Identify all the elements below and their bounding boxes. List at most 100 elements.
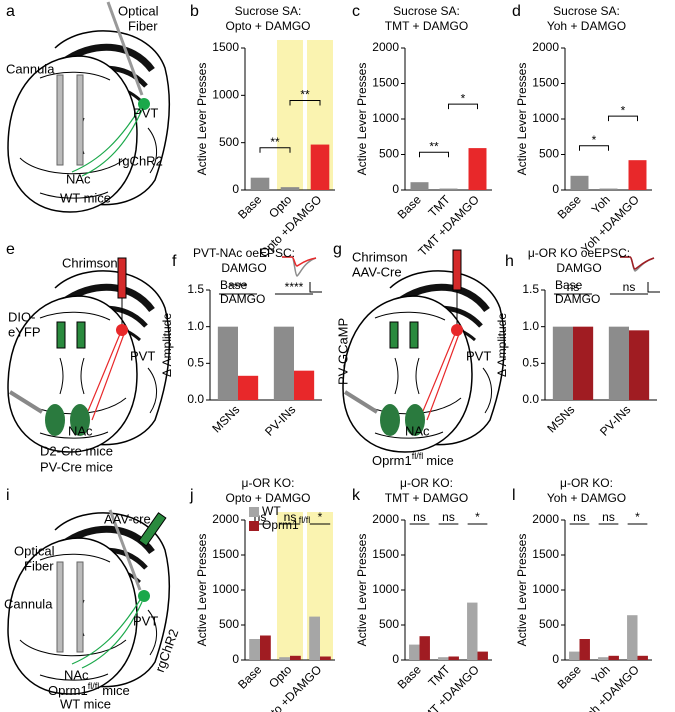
scale-bar [309, 282, 322, 293]
y-tick-label: 1.0 [522, 319, 539, 333]
bar [290, 655, 301, 660]
x-tick-label: PV-INs [597, 402, 633, 438]
legend-swatch [249, 507, 259, 517]
panel-letter: d [512, 3, 521, 20]
bar [273, 326, 294, 400]
diagram-label: Optical [118, 3, 159, 18]
y-tick-label: 2000 [372, 512, 399, 526]
diagram-label: D2-Cre mice [40, 443, 113, 458]
y-axis-label: Active Lever Presses [195, 63, 209, 176]
optical-fiber [106, 1, 144, 96]
legend-label: Base [220, 278, 248, 292]
legend-label: WT [262, 504, 281, 518]
y-tick-label: 1000 [212, 582, 239, 596]
bar [569, 651, 580, 660]
significance-bracket [608, 115, 638, 122]
panel-letter: g [333, 241, 342, 258]
chart-title: Sucrose SA: [393, 4, 460, 18]
cannula [76, 561, 84, 653]
y-tick-label: 0 [392, 652, 399, 666]
bar [608, 326, 629, 400]
bar [250, 177, 270, 190]
diagram-label: NAc [66, 171, 91, 186]
diagram-label: Fiber [128, 18, 158, 33]
diagram-label: PVT [133, 105, 158, 120]
cannula [76, 74, 84, 166]
x-tick-label: MSNs [544, 402, 577, 435]
diagram-label: DIO- [8, 309, 35, 324]
y-tick-label: 1000 [532, 582, 559, 596]
y-axis-label: Δ Amplitude [160, 313, 174, 377]
significance-label: ** [270, 135, 280, 149]
chart-title: Opto + DAMGO [225, 491, 310, 505]
diagram-label: Chrimson [62, 255, 118, 270]
y-tick-label: 1.0 [187, 319, 204, 333]
y-tick-label: 500 [379, 617, 399, 631]
bar [439, 188, 458, 190]
y-tick-label: 2000 [532, 40, 559, 54]
diagram-label: PVT [133, 613, 158, 628]
y-tick-label: 1.5 [187, 282, 204, 296]
y-tick-label: 500 [379, 147, 399, 161]
panel-letter: h [505, 253, 514, 270]
significance-label: **** [285, 280, 304, 294]
diagram-label: NAc [405, 423, 430, 438]
significance-label: ns [573, 510, 586, 524]
nac-region [70, 404, 90, 436]
superscript: fl/fl [299, 515, 311, 525]
aav-injector [138, 512, 167, 547]
y-tick-label: 0.0 [522, 392, 539, 406]
chart-title: Sucrose SA: [553, 4, 620, 18]
y-tick-label: 0 [232, 652, 239, 666]
scale-bar [647, 282, 660, 293]
bar [629, 330, 650, 400]
bar [570, 175, 589, 190]
bar [260, 635, 271, 660]
chart-title: Yoh + DAMGO [547, 19, 626, 33]
chart-title: Opto + DAMGO [225, 19, 310, 33]
significance-label: ns [602, 510, 615, 524]
y-tick-label: 1500 [372, 547, 399, 561]
panel-letter: c [352, 3, 360, 20]
x-tick-label: Base [555, 192, 584, 221]
chrimson-injector [452, 249, 462, 291]
bar [448, 656, 459, 660]
y-tick-label: 1000 [532, 111, 559, 125]
diagram-label: AAV-cre [104, 511, 151, 526]
bar [573, 326, 594, 400]
chart-title: Yoh + DAMGO [547, 491, 626, 505]
diagram-label: PV-GCaMP [335, 318, 350, 385]
y-tick-label: 1000 [372, 111, 399, 125]
diagram-label: Oprm1fl/fl mice [372, 451, 454, 468]
significance-label: * [621, 103, 626, 117]
y-tick-label: 0.5 [187, 356, 204, 370]
diagram-label: Chrimson [352, 249, 408, 264]
chart-title: PVT-NAc oeEPSC: [193, 246, 295, 260]
highlight-band [277, 40, 303, 190]
panel-letter: i [6, 487, 10, 504]
bar [419, 636, 430, 660]
y-tick-label: 0 [232, 182, 239, 196]
x-tick-label: Base [235, 192, 264, 221]
nac-region [380, 404, 400, 436]
legend-name: WT [262, 504, 281, 518]
legend-label: DAMGO [220, 292, 265, 306]
diagram-label: NAc [64, 667, 89, 682]
panel-letter: f [172, 253, 177, 270]
highlight-band [277, 512, 303, 660]
bar [599, 188, 618, 190]
optical-fiber [108, 509, 142, 591]
chart-title: DAMGO [556, 261, 601, 275]
chrimson-injector [117, 257, 127, 299]
pvt-neuron [116, 324, 128, 336]
y-tick-label: 500 [219, 135, 239, 149]
chart-title: Sucrose SA: [235, 4, 302, 18]
y-tick-label: 0.0 [187, 392, 204, 406]
diagram-label: Cannula [4, 596, 53, 611]
significance-label: ** [429, 139, 439, 153]
bar [320, 656, 331, 660]
significance-bracket [419, 151, 449, 158]
y-axis-label: Active Lever Presses [515, 63, 529, 176]
